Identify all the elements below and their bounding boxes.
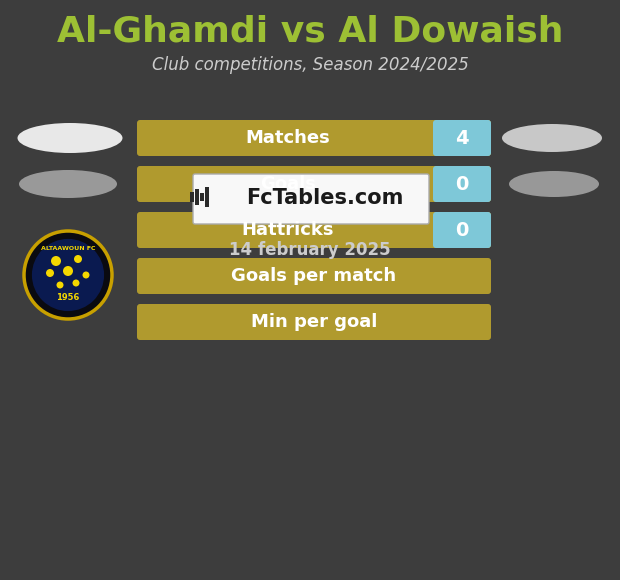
Text: Min per goal: Min per goal: [251, 313, 377, 331]
Text: Hattricks: Hattricks: [242, 221, 334, 239]
Bar: [205, 187, 208, 207]
Text: Matches: Matches: [246, 129, 330, 147]
FancyBboxPatch shape: [137, 258, 491, 294]
Circle shape: [73, 280, 79, 287]
Text: ALTAAWOUN FC: ALTAAWOUN FC: [41, 246, 95, 251]
Circle shape: [63, 266, 73, 276]
Text: Club competitions, Season 2024/2025: Club competitions, Season 2024/2025: [151, 56, 469, 74]
Text: Goals per match: Goals per match: [231, 267, 397, 285]
Text: 14 february 2025: 14 february 2025: [229, 241, 391, 259]
Circle shape: [56, 281, 63, 288]
FancyBboxPatch shape: [433, 166, 491, 202]
Text: Al-Ghamdi vs Al Dowaish: Al-Ghamdi vs Al Dowaish: [57, 15, 563, 49]
FancyBboxPatch shape: [433, 212, 491, 248]
FancyBboxPatch shape: [193, 174, 429, 224]
Ellipse shape: [509, 171, 599, 197]
Text: Goals: Goals: [260, 175, 316, 193]
Text: 1956: 1956: [56, 292, 80, 302]
Text: 4: 4: [455, 129, 469, 147]
Ellipse shape: [17, 123, 123, 153]
Circle shape: [46, 269, 54, 277]
Bar: [190, 192, 193, 202]
Text: 0: 0: [455, 220, 469, 240]
Circle shape: [51, 256, 61, 266]
Bar: [200, 193, 203, 201]
Bar: [195, 189, 198, 205]
FancyBboxPatch shape: [137, 120, 491, 156]
FancyBboxPatch shape: [433, 120, 491, 156]
Ellipse shape: [19, 170, 117, 198]
Text: FcTables.com: FcTables.com: [246, 188, 404, 208]
Text: 0: 0: [455, 175, 469, 194]
FancyBboxPatch shape: [137, 304, 491, 340]
FancyBboxPatch shape: [137, 212, 491, 248]
Circle shape: [82, 271, 89, 278]
FancyBboxPatch shape: [137, 166, 491, 202]
Circle shape: [74, 255, 82, 263]
Circle shape: [24, 231, 112, 319]
Ellipse shape: [502, 124, 602, 152]
Circle shape: [32, 239, 104, 311]
